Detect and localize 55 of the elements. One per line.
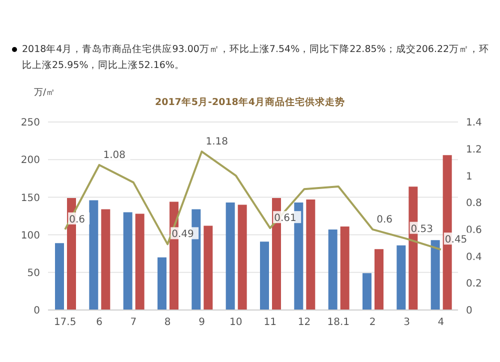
data-label: 1.08 <box>103 150 126 161</box>
x-tick-label: 11 <box>264 317 276 328</box>
data-label: 0.6 <box>376 214 392 226</box>
y-tick-label: 200 <box>20 155 40 166</box>
bar <box>226 202 235 310</box>
text: 2018年4月，青岛市商品住宅供应93.00万㎡，环比上涨7.54%，同比下降22.85%；成交206.22万㎡，环比上涨25.95%，同比上涨52.16%。 <box>22 44 490 71</box>
bar <box>238 204 247 310</box>
x-tick-label: 8 <box>164 317 171 328</box>
line-series <box>64 150 442 251</box>
bar <box>328 230 338 310</box>
y2-tick-label: 1 <box>466 171 472 182</box>
y2-tick-label: 0 <box>466 306 472 317</box>
data-label: 0.6 <box>69 214 85 226</box>
x-tick-label: 12 <box>298 317 311 328</box>
data-label: 0.49 <box>172 229 194 240</box>
x-tick-label: 18.1 <box>327 317 350 328</box>
y2-tick-label: 0.2 <box>466 278 482 290</box>
data-label: 0.53 <box>410 224 434 235</box>
x-tick-label: 7 <box>130 317 137 328</box>
bar <box>340 226 350 310</box>
data-label: 0.45 <box>444 234 468 246</box>
x-tick-label: 4 <box>438 317 444 328</box>
x-tick-label: 2 <box>369 317 376 328</box>
y2-tick-label: 0.4 <box>466 252 482 263</box>
bar <box>55 243 64 310</box>
x-tick-label: 10 <box>230 317 242 328</box>
bar <box>396 245 406 310</box>
x-tick-label: 9 <box>198 317 205 328</box>
bar <box>362 273 372 310</box>
y-tick-label: 250 <box>20 118 40 129</box>
y2-tick-label: 0.8 <box>466 198 482 210</box>
y-tick-label: 100 <box>20 230 40 242</box>
y-tick-label: 0 <box>34 306 40 317</box>
bar <box>101 209 110 310</box>
x-tick-label: 17.5 <box>54 317 76 328</box>
y2-tick-label: 1.2 <box>466 144 482 156</box>
bar <box>204 226 213 310</box>
y-axis-title: 万/㎡ <box>34 87 56 99</box>
bar <box>158 257 166 310</box>
bar <box>374 249 384 310</box>
data-label: 0.61 <box>274 213 296 224</box>
bar <box>430 240 440 310</box>
y-tick-label: 150 <box>20 192 40 204</box>
y2-tick-label: 0.6 <box>466 224 482 236</box>
chart-title: 2017年5月-2018年4月商品住宅供求走势 <box>154 97 346 108</box>
y-tick-label: 50 <box>27 268 40 279</box>
bar <box>260 242 269 310</box>
bar <box>306 199 316 310</box>
x-tick-label: 3 <box>404 317 410 328</box>
data-label: 1.18 <box>206 136 228 148</box>
bar <box>89 200 98 310</box>
bar <box>135 214 144 310</box>
bar <box>123 212 132 310</box>
x-tick-label: 6 <box>96 317 102 328</box>
y2-tick-label: 1.4 <box>466 118 482 129</box>
